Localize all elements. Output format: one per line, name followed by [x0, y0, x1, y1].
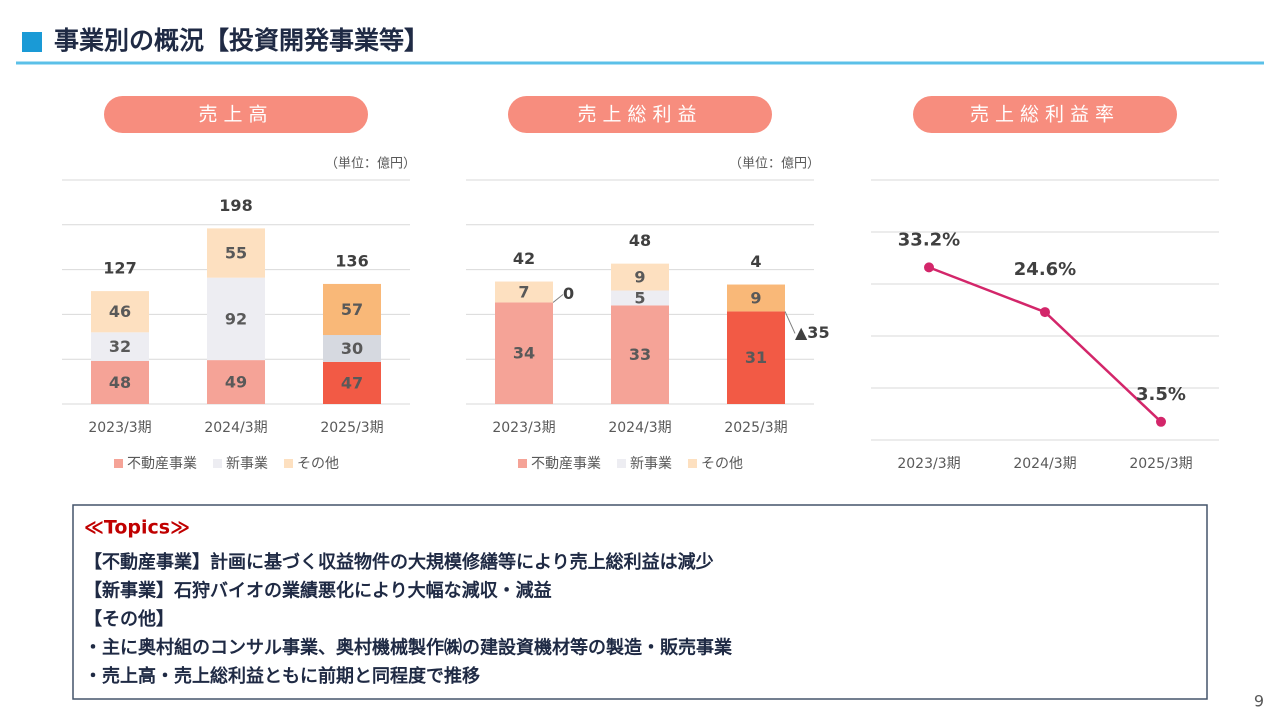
line-series: [928, 266, 1162, 423]
legend-swatch: [617, 459, 626, 468]
legend-label: 新事業: [226, 456, 268, 472]
segment-label: 55: [225, 244, 247, 263]
bar-segment: [495, 302, 553, 404]
segment-label: 47: [341, 373, 363, 392]
chart-title-pill: [104, 96, 368, 133]
topics-title: ≪Topics≫: [84, 517, 190, 539]
segment-label: 30: [341, 339, 363, 358]
legend-swatch: [114, 459, 123, 468]
bar-segment: [323, 361, 381, 404]
chart-title: 売上高: [198, 104, 273, 126]
legend-label: 不動産事業: [127, 456, 197, 472]
total-label: 4: [750, 252, 761, 271]
segment-label: 57: [341, 300, 363, 319]
x-tick-label: 2025/3期: [724, 420, 787, 436]
topic-line: 【不動産事業】計画に基づく収益物件の大規模修繕等により売上総利益は減少: [84, 551, 714, 573]
bar-segment: [91, 332, 149, 361]
segment-label: 7: [518, 283, 529, 302]
topics-box: [72, 504, 1208, 700]
legend-label: 新事業: [630, 456, 672, 472]
unit-label: （単位：億円）: [325, 156, 416, 172]
bar-segment: [323, 283, 381, 336]
segment-label: ▲35: [795, 323, 830, 342]
segment-label: 34: [513, 344, 535, 363]
segment-label: 32: [109, 337, 131, 356]
page-title: 事業別の概況【投資開発事業等】: [54, 26, 429, 55]
segment-label: 46: [109, 302, 131, 321]
segment-label: 5: [634, 288, 645, 307]
bar-segment: [91, 360, 149, 404]
x-tick-label: 2024/3期: [204, 420, 267, 436]
x-tick-label: 2025/3期: [1129, 456, 1192, 472]
topic-line: 【新事業】石狩バイオの業績悪化により大幅な減収・減益: [84, 580, 552, 602]
bar-segment: [91, 291, 149, 333]
legend-swatch: [284, 459, 293, 468]
total-label: 136: [335, 251, 368, 270]
total-label: 127: [103, 259, 136, 278]
total-label: 198: [219, 196, 252, 215]
bar-segment: [207, 360, 265, 404]
segment-label: 9: [634, 268, 645, 287]
legend-swatch: [688, 459, 697, 468]
topic-line: ・売上高・売上総利益ともに前期と同程度で推移: [84, 665, 480, 687]
chart-title-pill: [508, 96, 772, 133]
bar-segment: [727, 284, 785, 312]
segment-label: 92: [225, 309, 247, 328]
bar-segment: [495, 281, 553, 303]
point-label: 24.6%: [1014, 259, 1076, 280]
line-point: [1040, 307, 1050, 318]
segment-label: 9: [750, 288, 761, 307]
topic-line: ・主に奥村組のコンサル事業、奥村機械製作㈱の建設資機材等の製造・販売事業: [84, 637, 733, 659]
x-tick-label: 2023/3期: [88, 420, 151, 436]
topic-line: 【その他】: [84, 608, 174, 630]
legend-label: その他: [297, 456, 339, 472]
x-tick-label: 2023/3期: [492, 420, 555, 436]
total-label: 48: [629, 231, 651, 250]
x-tick-label: 2023/3期: [897, 456, 960, 472]
page-number: 9: [1254, 692, 1264, 711]
bar-segment: [207, 228, 265, 278]
bar-segment: [727, 311, 785, 404]
line-point: [924, 262, 934, 273]
segment-label: 49: [225, 373, 247, 392]
title-marker: [22, 32, 42, 52]
unit-label: （単位：億円）: [729, 156, 820, 172]
x-tick-label: 2025/3期: [320, 420, 383, 436]
legend-swatch: [213, 459, 222, 468]
legend-label: その他: [701, 456, 743, 472]
legend-label: 不動産事業: [531, 456, 601, 472]
chart-title: 売上総利益率: [970, 104, 1120, 126]
segment-label: 0: [563, 284, 574, 303]
chart-title-pill: [913, 96, 1177, 133]
total-label: 42: [513, 249, 535, 268]
bar-segment: [611, 305, 669, 404]
point-label: 33.2%: [898, 229, 960, 250]
leader-line: [784, 311, 796, 334]
segment-label: 48: [109, 373, 131, 392]
chart-title: 売上総利益: [577, 104, 702, 126]
segment-label: 33: [629, 345, 651, 364]
segment-label: 31: [745, 348, 767, 367]
point-label: 3.5%: [1136, 384, 1186, 405]
leader-line: [552, 294, 564, 303]
bar-segment: [611, 263, 669, 291]
x-tick-label: 2024/3期: [608, 420, 671, 436]
x-tick-label: 2024/3期: [1013, 456, 1076, 472]
bar-segment: [207, 277, 265, 361]
bar-segment: [323, 335, 381, 362]
bar-segment: [611, 290, 669, 306]
line-point: [1156, 416, 1166, 427]
legend-swatch: [518, 459, 527, 468]
